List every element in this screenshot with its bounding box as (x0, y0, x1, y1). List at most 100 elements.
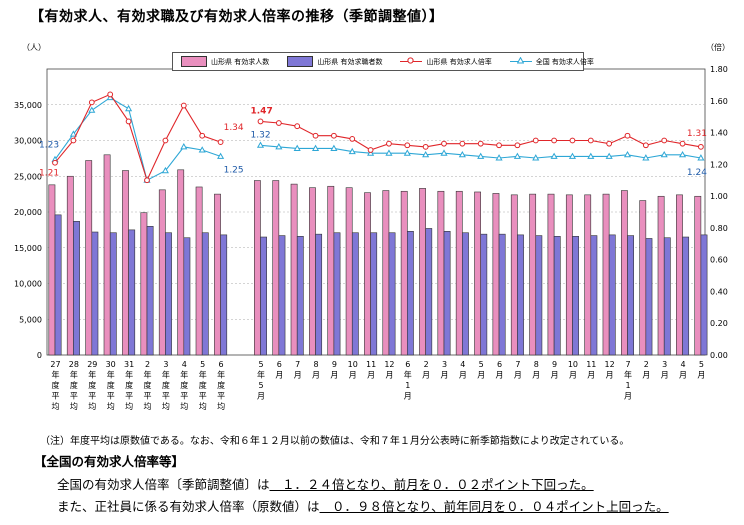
legend-swatch-pink (181, 56, 207, 67)
national-ratio-monthly-point (495, 154, 503, 161)
x-tick-label-annual: 均 (107, 401, 115, 411)
national-ratio-monthly-point (550, 152, 558, 159)
legend-swatch-purple (287, 56, 314, 67)
bar-pref-openings (676, 194, 683, 356)
pref-ratio-annual-point (199, 132, 206, 139)
bar-pref-openings (400, 190, 408, 356)
bar-pref-openings (547, 193, 555, 356)
bar-pref-seekers (201, 232, 209, 356)
x-tick-label-annual: 平 (199, 392, 207, 401)
bar-pref-seekers (608, 234, 616, 356)
national-ratio-monthly-point (385, 149, 393, 156)
bar-pref-seekers (700, 234, 708, 356)
x-tick-label-annual: 均 (199, 401, 207, 411)
x-tick-label-annual: 6 (219, 360, 224, 369)
bar-pref-seekers (663, 237, 671, 356)
x-tick-label-monthly: 7 (515, 360, 520, 369)
section-title: 【全国の有効求人倍率等】 (34, 454, 185, 469)
legend-label: 山形県 有効求職者数 (317, 57, 383, 66)
bar-pref-seekers (388, 232, 396, 356)
summary-prefix: また、正社員に係る有効求人倍率（原数値）は (57, 499, 320, 514)
x-tick-label-annual: 度 (70, 380, 78, 390)
bar-pref-seekers (443, 231, 451, 356)
x-tick-label-annual: 均 (70, 401, 78, 411)
x-tick-label-monthly: 8 (314, 360, 319, 369)
bar-pref-seekers (480, 233, 488, 356)
pref-ratio-monthly-point (349, 136, 356, 142)
y-right-tick-label: 1.60 (710, 97, 728, 106)
pref-ratio-monthly-point (679, 140, 686, 147)
data-label-national-month-first: 1.32 (251, 130, 271, 140)
x-tick-label-annual: 平 (180, 392, 188, 401)
x-tick-label-monthly: 月 (404, 392, 412, 401)
national-ratio-monthly-point (587, 152, 595, 159)
national-ratio-monthly-point (256, 141, 265, 148)
x-tick-label-annual: 平 (144, 392, 152, 401)
x-tick-label-annual: 平 (217, 392, 225, 401)
national-ratio-monthly-point (293, 144, 301, 151)
y-right-tick-label: 0.20 (710, 319, 728, 328)
national-ratio-monthly-point (330, 144, 338, 151)
legend-item-pref-ratio: 山形県 有効求人倍率 (400, 57, 492, 67)
legend-line-blue (509, 57, 532, 66)
summary-line-1: 全国の有効求人倍率〔季節調整値〕は １．２４倍となり、前月を０．０２ポイント下回… (57, 474, 594, 493)
x-tick-label-monthly: 月 (496, 371, 504, 380)
x-tick-label-monthly: 月 (257, 392, 265, 401)
bar-pref-openings (48, 184, 56, 356)
y-left-tick-label: 25,000 (14, 172, 42, 181)
pref-ratio-annual-point (107, 91, 114, 98)
bar-pref-seekers (572, 236, 579, 356)
bar-pref-seekers (109, 232, 117, 356)
national-ratio-monthly-point (568, 152, 577, 159)
y-right-tick-label: 1.40 (710, 129, 728, 138)
pref-ratio-monthly-point (569, 137, 576, 144)
x-tick-label-annual: 年 (199, 370, 207, 380)
national-ratio-annual-point (180, 143, 188, 150)
national-ratio-annual-line (54, 96, 221, 182)
data-label-pref-annual-last: 1.34 (224, 123, 244, 133)
bar-pref-seekers (590, 235, 598, 356)
legend-label: 山形県 有効求人倍率 (426, 57, 492, 66)
x-tick-label-monthly: 月 (587, 371, 595, 380)
bar-pref-seekers (425, 228, 433, 356)
bar-pref-seekers (627, 235, 634, 356)
x-tick-label-annual: 27 (50, 360, 60, 369)
x-tick-label-annual: 平 (107, 392, 115, 401)
bar-pref-seekers (128, 229, 136, 356)
x-tick-label-annual: 31 (124, 360, 134, 369)
chart-note: （注）年度平均は原数値である。なお、令和６年１２月以前の数値は、令和７年１月分公… (40, 436, 630, 447)
pref-ratio-annual-point (88, 99, 95, 106)
bar-pref-seekers (220, 234, 228, 356)
pref-ratio-annual-point (162, 137, 169, 144)
x-tick-label-monthly: 月 (385, 371, 393, 380)
x-tick-label-monthly: 5 (258, 381, 263, 390)
x-tick-label-monthly: 5 (258, 360, 263, 369)
pref-ratio-monthly-point (551, 137, 557, 144)
y-left-tick-label: 15,000 (14, 244, 42, 253)
bar-pref-seekers (462, 232, 469, 356)
x-tick-label-monthly: 月 (367, 371, 375, 380)
y-right-tick-label: 0.80 (710, 224, 728, 233)
bar-pref-seekers (91, 231, 99, 356)
national-ratio-monthly-point (440, 149, 448, 156)
x-tick-label-monthly: 6 (497, 360, 502, 369)
bar-pref-seekers (183, 237, 191, 356)
x-tick-label-annual: 平 (88, 392, 96, 401)
x-tick-label-monthly: 6 (405, 360, 410, 369)
x-tick-label-monthly: 10 (348, 360, 358, 369)
x-tick-label-monthly: 9 (552, 360, 557, 369)
chart-legend: 山形県 有効求人数 山形県 有効求職者数 山形県 有効求人倍率 全国 有効求人倍… (172, 52, 594, 71)
x-tick-label-monthly: 2 (424, 360, 429, 369)
national-ratio-monthly-point (678, 150, 687, 158)
x-tick-label-annual: 年 (88, 370, 96, 380)
x-tick-label-annual: 度 (162, 380, 170, 390)
national-ratio-annual-point (125, 104, 133, 112)
bar-pref-seekers (370, 232, 378, 356)
bar-pref-seekers (315, 233, 323, 356)
y-right-tick-label: 1.20 (710, 160, 728, 169)
national-ratio-monthly-point (605, 152, 613, 159)
x-tick-label-monthly: 月 (551, 371, 559, 380)
x-tick-label-monthly: 月 (422, 371, 430, 380)
x-tick-label-monthly: 年 (624, 370, 632, 380)
national-ratio-annual-point (217, 152, 225, 159)
